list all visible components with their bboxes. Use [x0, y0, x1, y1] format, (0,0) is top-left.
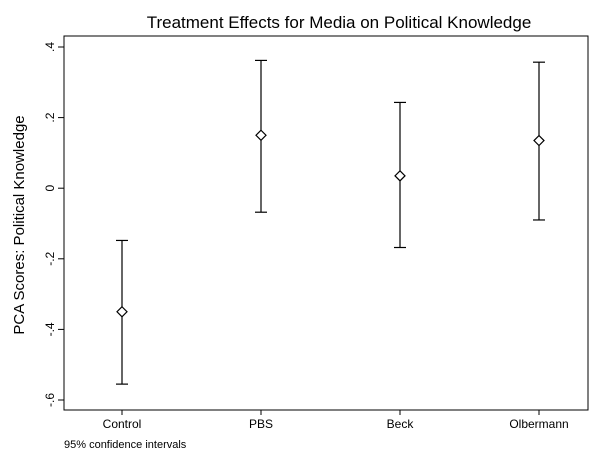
point-estimate-diamond — [116, 305, 128, 318]
y-tick-label: -.2 — [43, 251, 57, 265]
y-tick-label: .2 — [43, 112, 57, 122]
error-bar-control — [116, 239, 128, 385]
data-marks — [116, 59, 545, 385]
point-estimate-diamond — [533, 134, 545, 147]
x-tick-label: Olbermann — [509, 417, 568, 431]
x-tick-label: PBS — [249, 417, 273, 431]
footnote: 95% confidence intervals — [64, 439, 187, 451]
x-tick-label: Control — [103, 417, 142, 431]
error-bar-pbs — [255, 59, 267, 213]
y-ticks: -.6 -.4 -.2 0 .2 .4 — [43, 42, 64, 407]
x-tick-label: Beck — [387, 417, 415, 431]
x-ticks: Control PBS Beck Olbermann — [103, 410, 569, 431]
chart-title: Treatment Effects for Media on Political… — [147, 13, 532, 32]
y-axis-label: PCA Scores: Political Knowledge — [11, 115, 28, 334]
y-tick-label: .4 — [43, 42, 57, 52]
plot-area-frame — [63, 35, 589, 411]
y-tick-label: -.4 — [43, 322, 57, 336]
y-tick-label: -.6 — [43, 393, 57, 407]
error-bar-beck — [394, 101, 406, 249]
point-estimate-diamond — [255, 129, 267, 142]
y-tick-label: 0 — [43, 185, 57, 192]
error-bar-olbermann — [533, 61, 545, 221]
point-estimate-diamond — [394, 169, 406, 182]
